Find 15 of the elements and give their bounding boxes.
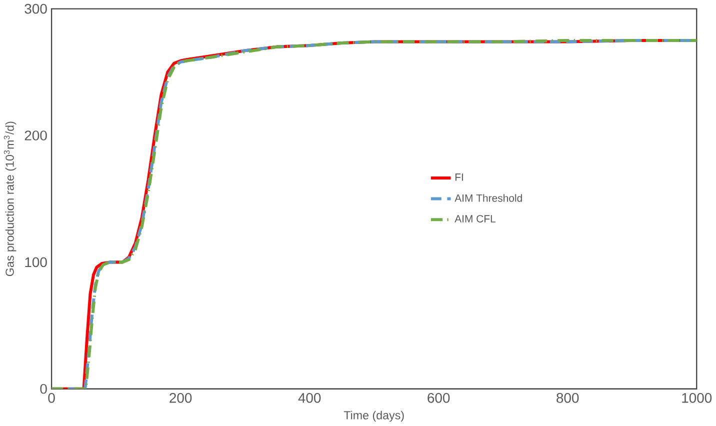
y-tick-label: 100 <box>25 257 47 268</box>
x-tick-label: 600 <box>428 393 450 404</box>
x-axis-title: Time (days) <box>344 411 404 422</box>
x-tick-label: 200 <box>170 393 192 404</box>
x-tick-label: 1000 <box>682 393 712 404</box>
y-tick-label: 300 <box>24 4 47 14</box>
y-tick-label: 200 <box>24 130 47 141</box>
legend-label: AIM Threshold <box>454 194 522 202</box>
legend-label: AIM CFL <box>454 215 496 223</box>
x-tick-label: 800 <box>556 393 579 404</box>
x-tick-label: 400 <box>298 393 321 404</box>
legend-label: FI <box>455 174 463 181</box>
y-axis-title: Gas production rate (10$^{3}$m$^{3}$/d) <box>4 122 16 276</box>
y-tick-label: 0 <box>40 384 47 394</box>
x-tick-label: 0 <box>48 393 55 404</box>
